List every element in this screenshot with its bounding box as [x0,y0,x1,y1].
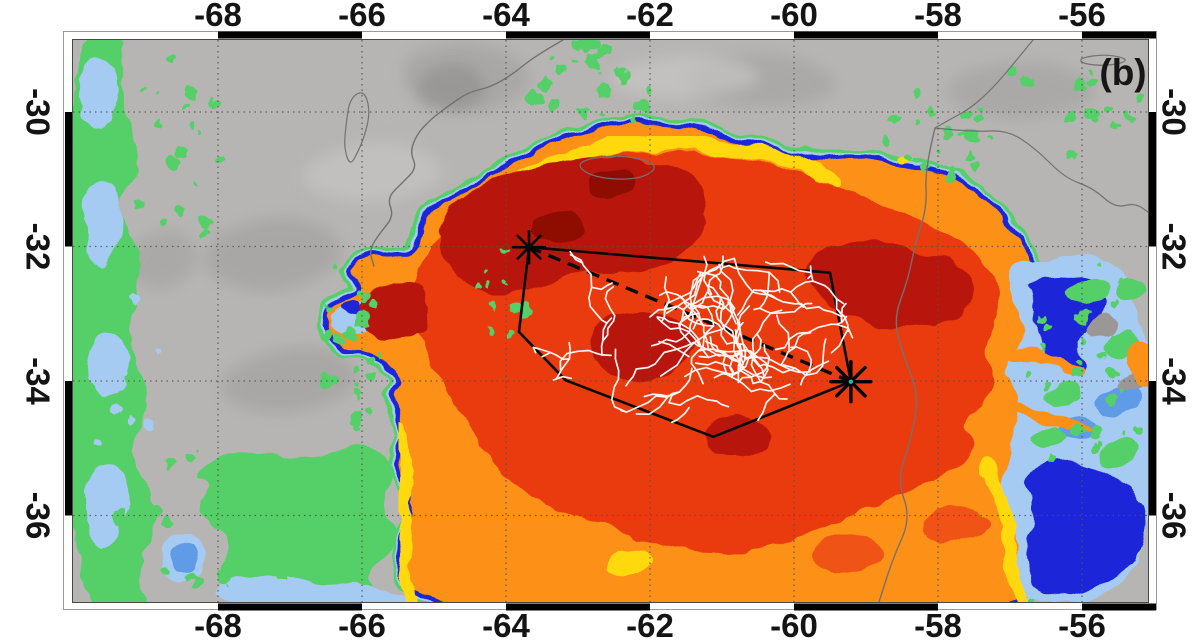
imagery-dark2 [809,239,976,330]
imagery-yBlob [610,547,652,579]
axis-tick-label-left: -30 [20,88,57,136]
imagery-L7 [579,155,655,180]
imagery-rrG5 [1029,425,1065,448]
axis-tick-label-bottom: -62 [626,607,674,641]
axis-tick-label-bottom: -56 [1058,607,1106,641]
axis-tick-label-bottom: -68 [194,607,242,641]
cloud-speckle-cluster [525,40,654,122]
axis-tick-label-bottom: -64 [482,607,530,641]
imagery-m2 [417,63,486,111]
imagery-L1 [370,40,564,267]
axis-tick-label-bottom: -58 [914,607,962,641]
imagery-andes [73,40,155,602]
imagery-andesB2 [83,183,123,264]
axis-tick-label-top: -68 [194,0,242,33]
cloud-speckle-cluster [882,90,993,182]
axis-tick-label-top: -56 [1058,0,1106,33]
axis-tick-label-left: -34 [20,357,57,405]
imagery-rrOStrip [1129,341,1148,386]
flash-region-polygon [517,245,853,439]
axis-tick-label-top: -64 [482,0,530,33]
imagery-rrG1 [1066,280,1109,306]
axis-tick-label-left: -36 [20,492,57,540]
cloud-speckle-cluster [319,262,384,431]
asterisk-start-marker [511,229,547,265]
cloud-speckle-cluster [112,451,302,587]
imagery-rrGr1 [1088,314,1119,335]
axis-tick-label-left: -32 [20,223,57,271]
imagery-darkest1 [529,209,587,246]
imagery-L5 [934,40,1034,129]
imagery-m8 [304,141,442,202]
lightning-flash-traces [532,250,854,424]
imagery-m4 [947,62,1095,119]
imagery-yWest [395,424,417,602]
axis-tick-label-right: -30 [1156,88,1193,136]
imagery-darkLobe [358,283,431,342]
imagery-m9 [127,230,197,289]
imagery-rrB1 [1100,384,1140,416]
imagery-L6 [1080,54,1126,66]
imagery-redP2 [920,505,991,545]
panel-label: (b) [1099,52,1147,93]
axis-tick-label-right: -36 [1156,492,1193,540]
imagery-rrO1 [998,345,1083,377]
imagery-yTop [520,134,841,190]
imagery-rrG4 [1099,440,1138,468]
axis-tick-label-bottom: -60 [770,607,818,641]
cloud-speckle-cluster [1024,262,1142,462]
imagery-rrO2 [995,400,1091,434]
imagery-blLB [216,577,406,602]
imagery-andesB4 [83,463,127,550]
axis-tick-label-right: -32 [1156,223,1193,271]
imagery-m7 [610,55,760,99]
asterisk-end-marker [829,359,873,404]
imagery-andesB1 [79,58,119,128]
axis-tick-label-bottom: -66 [338,607,386,641]
axis-tick-label-top: -66 [338,0,386,33]
imagery-L3 [878,127,936,602]
imagery-L4 [934,127,1148,213]
imagery-yDash [899,156,917,166]
imagery-blBlue2 [169,542,199,570]
imagery-L2 [344,92,370,163]
graticule-gridlines [73,40,1148,602]
imagery-rrDeep2 [1025,463,1147,596]
imagery-m6 [220,346,359,414]
axis-tick-label-right: -34 [1156,357,1193,405]
imagery-rrG3 [1044,380,1082,406]
axis-tick-label-top: -60 [770,0,818,33]
imagery-dark3 [588,311,691,380]
imagery-rrG6 [1116,275,1148,300]
axis-tick-label-top: -58 [914,0,962,33]
satellite-ir-map [73,40,1148,602]
cloud-speckle-cluster [134,52,225,238]
cloud-speckle-cluster [1008,67,1144,161]
imagery-m5 [204,216,342,292]
imagery-rrYBand [978,458,1030,602]
imagery-redP1 [815,533,881,572]
axis-tick-label-top: -62 [626,0,674,33]
imagery-hookB [342,299,360,316]
imagery-dark4 [704,415,769,460]
cloud-speckle-cluster [94,294,162,445]
